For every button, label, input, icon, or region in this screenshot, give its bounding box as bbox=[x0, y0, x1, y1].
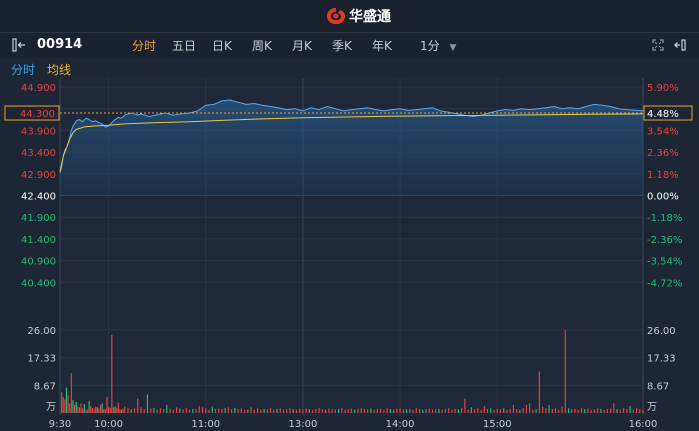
price-tick-label: 42.400 bbox=[21, 192, 56, 203]
pct-tick-label: -1.18% bbox=[647, 213, 682, 224]
tab-weekly-k[interactable]: 周K bbox=[252, 39, 272, 53]
current-price-label: 44.300 bbox=[20, 109, 55, 120]
current-price-box bbox=[4, 105, 60, 121]
tab-five-day[interactable]: 五日 bbox=[172, 39, 197, 53]
price-tick-label: 41.900 bbox=[21, 213, 56, 224]
pct-tick-label: 2.36% bbox=[647, 148, 679, 159]
collapse-panel-icon[interactable] bbox=[674, 39, 686, 51]
price-tick-label: 40.900 bbox=[21, 257, 56, 268]
tab-daily-k[interactable]: 日K bbox=[212, 39, 232, 53]
volume-tick-label: 8.67 bbox=[34, 381, 56, 392]
price-area-fill bbox=[60, 100, 643, 196]
time-tick-label: 10:00 bbox=[94, 419, 123, 430]
price-axis: 44.900 44.400 43.900 43.400 42.900 42.400 41.9… bbox=[21, 83, 56, 289]
time-tick-label: 15:00 bbox=[483, 419, 512, 430]
current-pct-box bbox=[643, 105, 693, 121]
subtab-minute[interactable]: 分时 bbox=[11, 63, 36, 77]
price-tick-label: 40.400 bbox=[21, 278, 56, 289]
pct-tick-label: 0.00% bbox=[647, 192, 679, 203]
panel-toggle-icon[interactable] bbox=[12, 38, 26, 52]
price-tick-label: 41.400 bbox=[21, 235, 56, 246]
time-tick-label: 9:30 bbox=[49, 419, 71, 430]
volume-bars bbox=[61, 330, 644, 413]
time-tick-label: 14:00 bbox=[386, 419, 415, 430]
chart-grid bbox=[59, 78, 644, 415]
pct-tick-label: 3.54% bbox=[647, 126, 679, 137]
tab-minute[interactable]: 分时 bbox=[132, 39, 157, 53]
subtab-average-line[interactable]: 均线 bbox=[47, 63, 72, 77]
pct-tick-label: -3.54% bbox=[647, 257, 682, 268]
logo-text: 华盛通 bbox=[349, 9, 391, 25]
pct-tick-label: 1.18% bbox=[647, 170, 679, 181]
price-tick-label: 44.400 bbox=[21, 105, 56, 116]
price-tick-label: 42.900 bbox=[21, 170, 56, 181]
volume-unit-label: 万 bbox=[647, 402, 657, 413]
time-tick-label: 13:00 bbox=[289, 419, 318, 430]
toolbar: 00914 分时 五日 日K 周K 月K 季K 年K 1分 ▼ bbox=[0, 33, 699, 58]
logo-icon bbox=[327, 8, 345, 24]
time-tick-label: 16:00 bbox=[629, 419, 658, 430]
pct-tick-label: 5.90% bbox=[647, 83, 679, 94]
interval-label: 1分 bbox=[420, 39, 440, 53]
tab-monthly-k[interactable]: 月K bbox=[292, 39, 312, 53]
avg-line bbox=[59, 113, 644, 172]
pct-tick-label: -4.72% bbox=[647, 278, 682, 289]
volume-unit-label: 万 bbox=[46, 402, 56, 413]
interval-dropdown[interactable]: 1分 ▼ bbox=[420, 37, 456, 54]
chart-background bbox=[60, 78, 643, 415]
chevron-down-icon: ▼ bbox=[449, 43, 457, 53]
volume-tick-label: 26.00 bbox=[27, 326, 56, 337]
app-logo: 华盛通 bbox=[326, 6, 391, 26]
volume-axis: 26.00 26.00 17.33 17.33 8.67 8.67 万 万 bbox=[27, 326, 675, 413]
volume-tick-label: 17.33 bbox=[647, 354, 676, 365]
pct-axis: 5.90% 4.72% 3.54% 2.36% 1.18% 0.00% -1.18% -2.3… bbox=[647, 83, 682, 289]
time-tick-label: 11:00 bbox=[191, 419, 220, 430]
price-tick-label: 44.900 bbox=[21, 83, 56, 94]
volume-tick-label: 8.67 bbox=[647, 381, 669, 392]
pct-tick-label: -2.36% bbox=[647, 235, 682, 246]
price-tick-label: 43.400 bbox=[21, 148, 56, 159]
price-tick-label: 43.900 bbox=[21, 126, 56, 137]
chart-subtabs: 分时 均线 bbox=[0, 58, 699, 78]
stock-code: 00914 bbox=[37, 37, 83, 52]
price-area bbox=[59, 99, 644, 196]
pct-tick-label: 4.72% bbox=[647, 105, 679, 116]
volume-tick-label: 17.33 bbox=[27, 354, 56, 365]
volume-tick-label: 26.00 bbox=[647, 326, 676, 337]
tab-quarterly-k[interactable]: 季K bbox=[332, 39, 352, 53]
fullscreen-icon[interactable] bbox=[652, 39, 664, 51]
tab-yearly-k[interactable]: 年K bbox=[372, 39, 392, 53]
current-pct-label: 4.48% bbox=[647, 109, 679, 120]
time-axis: 9:30 10:00 11:00 13:00 14:00 15:00 16:00 bbox=[49, 419, 658, 430]
title-bar: 华盛通 bbox=[0, 0, 699, 33]
price-line bbox=[59, 99, 644, 174]
current-price-marker: 44.300 4.48% bbox=[4, 105, 693, 121]
